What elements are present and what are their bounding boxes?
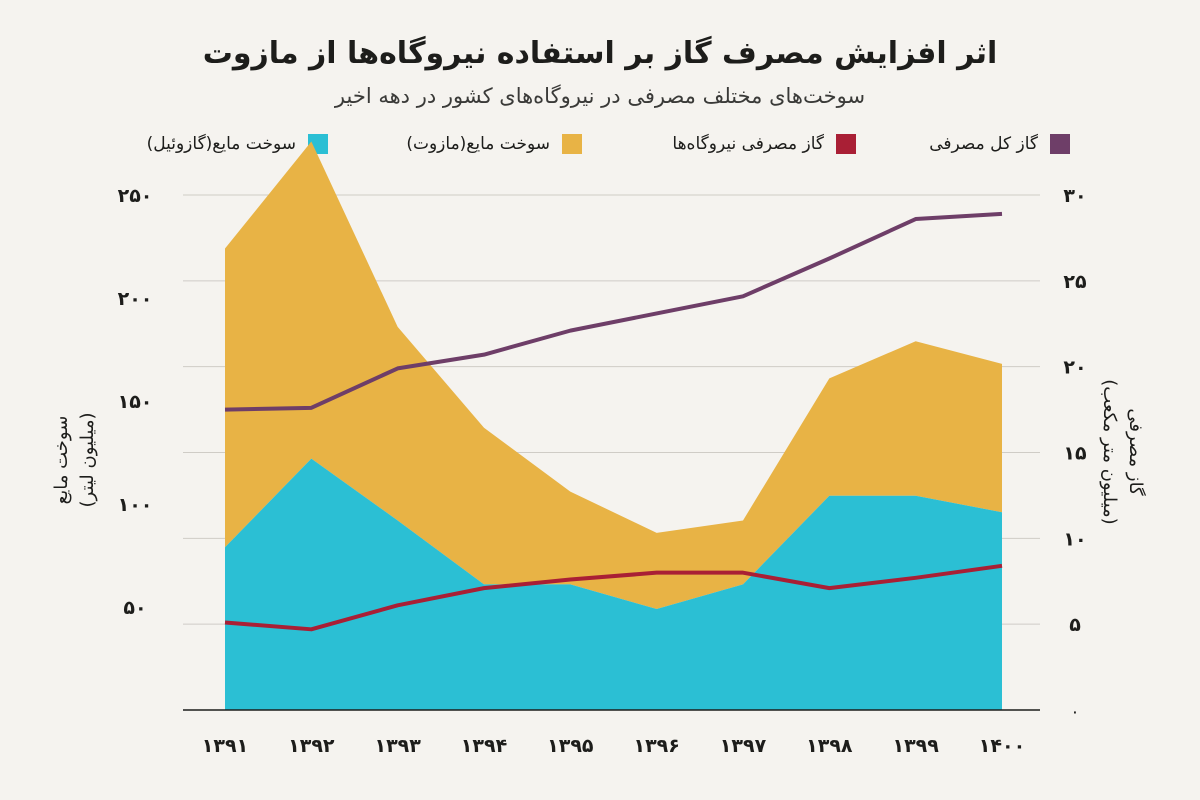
right-tick-label-6: ۳۰ [1063, 185, 1086, 207]
x-tick-label-6: ۱۳۹۷ [720, 735, 767, 757]
legend-label-mazut: سوخت مایع(مازوت) [406, 134, 550, 154]
line-plant-gas [224, 563, 1003, 632]
right-tick-label-3: ۱۵ [1063, 443, 1087, 465]
left-tick-label-0: ۵۰ [123, 597, 146, 619]
x-tick-label-5: ۱۳۹۶ [633, 735, 679, 757]
legend-swatch-mazut [562, 134, 582, 154]
legend-item-mazut: سوخت مایع(مازوت) [406, 130, 582, 158]
x-tick-label-1: ۱۳۹۲ [288, 735, 335, 757]
right-tick-label-0: ۰ [1070, 702, 1079, 722]
x-tick-label-3: ۱۳۹۴ [461, 735, 507, 757]
legend-swatch-plant-gas [836, 134, 856, 154]
x-tick-label-4: ۱۳۹۵ [547, 735, 594, 757]
right-tick-label-1: ۵ [1069, 614, 1081, 636]
right-tick-label-5: ۲۵ [1063, 271, 1087, 293]
line-total-gas [224, 211, 1003, 412]
area-gasoil [225, 458, 1002, 710]
legend-item-gasoil: سوخت مایع(گازوئیل) [147, 130, 328, 158]
x-tick-label-7: ۱۳۹۸ [806, 735, 853, 757]
legend-item-plant-gas: گاز مصرفی نیروگاه‌ها [672, 130, 856, 158]
right-tick-label-4: ۲۰ [1063, 357, 1086, 379]
legend-item-total-gas: گاز کل مصرفی [929, 130, 1070, 158]
right-tick-label-2: ۱۰ [1063, 528, 1086, 550]
legend-label-gasoil: سوخت مایع(گازوئیل) [146, 134, 296, 154]
area-mazut [225, 141, 1002, 610]
left-tick-label-4: ۲۵۰ [118, 185, 153, 207]
legend: گاز کل مصرفی گاز مصرفی نیروگاه‌ها سوخت م… [120, 130, 1080, 158]
x-tick-label-8: ۱۳۹۹ [892, 735, 939, 757]
left-tick-label-2: ۱۵۰ [118, 391, 153, 413]
x-tick-label-2: ۱۳۹۳ [374, 735, 421, 757]
legend-swatch-total-gas [1050, 134, 1070, 154]
chart-title: اثر افزایش مصرف گاز بر استفاده نیروگاه‌ه… [202, 36, 998, 71]
x-tick-label-0: ۱۳۹۱ [202, 735, 248, 757]
legend-label-plant-gas: گاز مصرفی نیروگاه‌ها [672, 134, 824, 154]
chart-subtitle: سوخت‌های مختلف مصرفی در نیروگاه‌های کشور… [334, 84, 866, 108]
legend-label-total-gas: گاز کل مصرفی [929, 134, 1038, 154]
left-tick-label-1: ۱۰۰ [118, 494, 153, 516]
left-tick-label-3: ۲۰۰ [118, 288, 153, 310]
x-tick-label-9: ۱۴۰۰ [979, 735, 1025, 757]
